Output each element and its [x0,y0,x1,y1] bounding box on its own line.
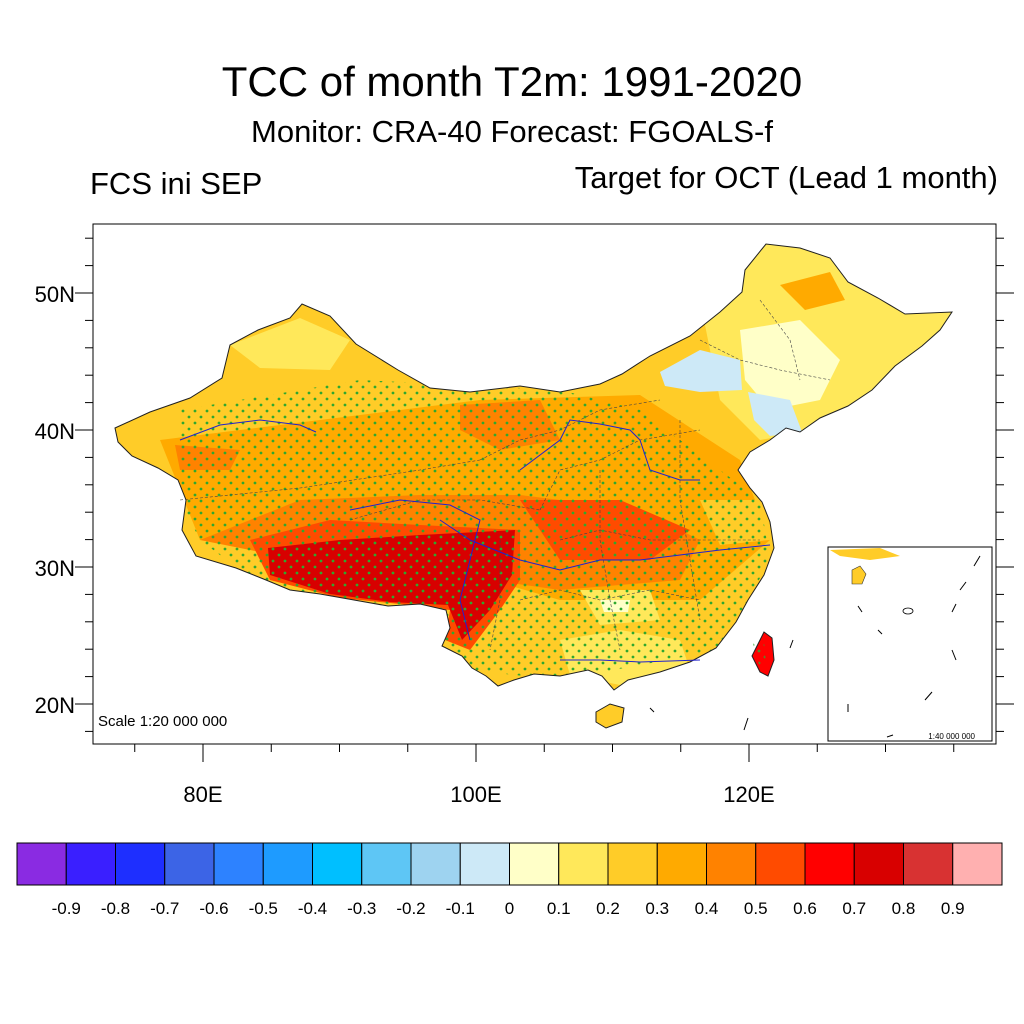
colorbar-label: -0.7 [150,899,179,918]
colorbar-label: -0.8 [101,899,130,918]
south-china-sea-inset: 1:40 000 000 [827,546,993,742]
rivers [179,419,771,663]
colorbar-label: 0 [505,899,514,918]
colorbar-box [903,842,954,886]
colorbar-label: 0.4 [695,899,719,918]
province-boundaries [179,299,831,651]
colorbar-label: 0.9 [941,899,965,918]
colorbar-label: 0.8 [892,899,916,918]
colorbar-label: 0.7 [842,899,866,918]
colorbar-box [164,842,215,886]
colorbar-box [312,842,363,886]
target-label: Target for OCT (Lead 1 month) [574,160,998,195]
colorbar-label: -0.1 [446,899,475,918]
colorbar-box [755,842,806,886]
lat-label-50n: 50N [35,282,75,307]
lat-label-40n: 40N [35,419,75,444]
colorbar-box [65,842,116,886]
lon-label-120e: 120E [723,782,774,807]
map-subtitle: Monitor: CRA-40 Forecast: FGOALS-f [251,114,773,149]
inset-scale-label: 1:40 000 000 [928,732,975,741]
colorbar-box [262,842,313,886]
colorbar-label: 0.1 [547,899,571,918]
map-title: TCC of month T2m: 1991-2020 [221,58,803,105]
colorbar-label: -0.3 [347,899,376,918]
colorbar-label: -0.6 [199,899,228,918]
map-scale-label: Scale 1:20 000 000 [98,713,227,730]
colorbar-label: -0.2 [396,899,425,918]
colorbar-box [706,842,757,886]
colorbar-box [607,842,658,886]
coast-lines [649,639,794,731]
hainan-island [595,703,625,729]
colorbar-box [853,842,904,886]
axis-ticks [75,237,1014,762]
colorbar-label: 0.3 [645,899,669,918]
colorbar-label: 0.2 [596,899,620,918]
colorbar-box [656,842,707,886]
lat-label-20n: 20N [35,693,75,718]
colorbar-box [804,842,855,886]
colorbar-box [558,842,609,886]
colorbar-box [459,842,510,886]
colorbar-label: -0.9 [52,899,81,918]
colorbar-box [16,842,67,886]
colorbar-box [361,842,412,886]
lon-label-100e: 100E [450,782,501,807]
lon-label-80e: 80E [183,782,222,807]
colorbar-label: -0.4 [298,899,327,918]
forecast-init-label: FCS ini SEP [90,166,263,201]
colorbar-label: -0.5 [249,899,278,918]
lat-label-30n: 30N [35,556,75,581]
colorbar-box [115,842,166,886]
colorbar-box [952,842,1003,886]
colorbar-box [410,842,461,886]
colorbar-box [509,842,560,886]
colorbar-label: 0.5 [744,899,768,918]
colorbar-label: 0.6 [793,899,817,918]
colorbar-box [213,842,264,886]
